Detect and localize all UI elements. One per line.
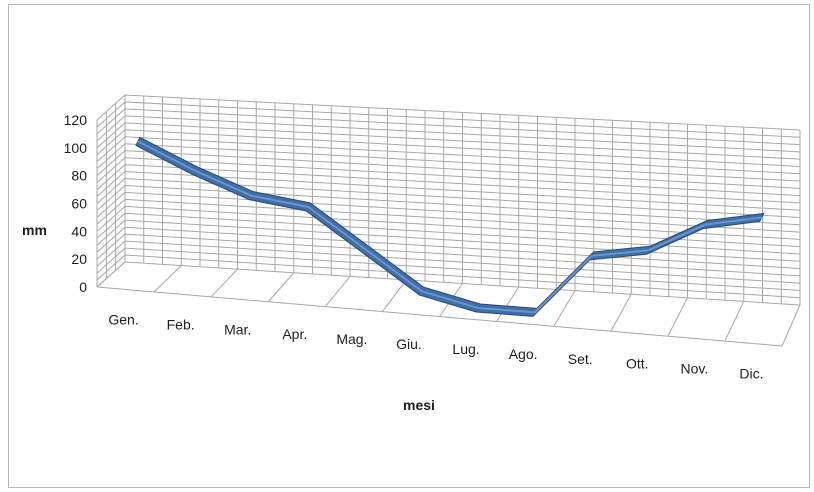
- x-tick-label: Lug.: [452, 341, 479, 357]
- x-tick-label: Dic.: [739, 366, 763, 382]
- side-wall-gridline: [96, 199, 126, 225]
- x-axis-ticks: Gen. Feb. Mar. Apr. Mag. Giu. Lug. Ago. Set. Ott.…: [108, 311, 763, 381]
- y-tick-label: 80: [71, 168, 87, 184]
- floor-gridline: [724, 301, 745, 342]
- chart-series: [135, 136, 765, 317]
- y-axis-title: mm: [22, 222, 47, 238]
- x-tick-label: Mag.: [336, 331, 367, 347]
- y-tick-label: 60: [71, 196, 87, 212]
- y-tick-label: 100: [64, 140, 88, 156]
- x-tick-label: Gen.: [108, 311, 138, 327]
- side-wall-gridline: [96, 101, 126, 128]
- floor-gridline: [382, 279, 407, 312]
- y-axis-ticks: 0 20 40 60 80 100 120: [64, 112, 88, 295]
- x-axis-title: mesi: [403, 397, 435, 413]
- side-wall-gridline: [96, 115, 126, 142]
- side-wall-gridline: [96, 157, 126, 183]
- y-tick-label: 20: [71, 251, 87, 267]
- side-wall-gridline: [96, 178, 126, 204]
- x-tick-label: Ago.: [509, 346, 538, 362]
- side-wall-gridline: [96, 164, 126, 190]
- side-wall-gridline: [96, 212, 126, 239]
- side-wall-gridline: [96, 233, 126, 260]
- side-wall-gridline: [96, 94, 126, 121]
- floor-gridline: [553, 290, 576, 327]
- side-wall-gridline: [96, 226, 126, 253]
- x-tick-label: Feb.: [167, 316, 195, 332]
- chart-grid: [96, 94, 801, 347]
- side-wall-gridline: [96, 240, 126, 267]
- floor-front-edge: [96, 286, 783, 347]
- side-wall-gridline: [96, 108, 126, 135]
- floor-gridline: [610, 294, 632, 332]
- side-wall-gridline: [96, 219, 126, 246]
- x-tick-label: Giu.: [396, 336, 422, 352]
- side-wall-gridline: [96, 192, 126, 218]
- side-wall-gridline: [96, 254, 126, 281]
- side-wall-gridline: [96, 129, 126, 156]
- floor-gridline: [96, 261, 126, 288]
- side-wall-gridline: [96, 247, 126, 274]
- y-tick-label: 0: [79, 279, 87, 295]
- series-ribbon: [135, 136, 765, 317]
- floor-gridline: [153, 265, 182, 293]
- x-tick-label: Ott.: [626, 356, 649, 372]
- side-wall-gridline: [96, 143, 126, 170]
- y-tick-label: 120: [64, 112, 88, 128]
- floor-gridline: [324, 276, 351, 307]
- x-tick-label: Set.: [568, 351, 593, 367]
- side-wall-gridline: [96, 136, 126, 163]
- floor-gridline: [496, 286, 520, 322]
- side-wall-gridline: [96, 171, 126, 197]
- chart-frame: [8, 4, 810, 488]
- y-tick-label: 40: [71, 223, 87, 239]
- floor-gridline: [210, 268, 238, 298]
- floor-gridline: [667, 297, 688, 337]
- side-wall-gridline: [96, 122, 126, 149]
- side-wall-gridline: [96, 150, 126, 177]
- series-line-highlight: [137, 140, 762, 314]
- x-tick-label: Apr.: [282, 326, 307, 342]
- x-tick-label: Nov.: [681, 361, 709, 377]
- side-wall-gridline: [96, 185, 126, 211]
- x-tick-label: Mar.: [224, 321, 251, 337]
- floor-gridline: [781, 304, 801, 347]
- side-wall-gridline: [96, 205, 126, 232]
- floor-gridline: [267, 272, 295, 303]
